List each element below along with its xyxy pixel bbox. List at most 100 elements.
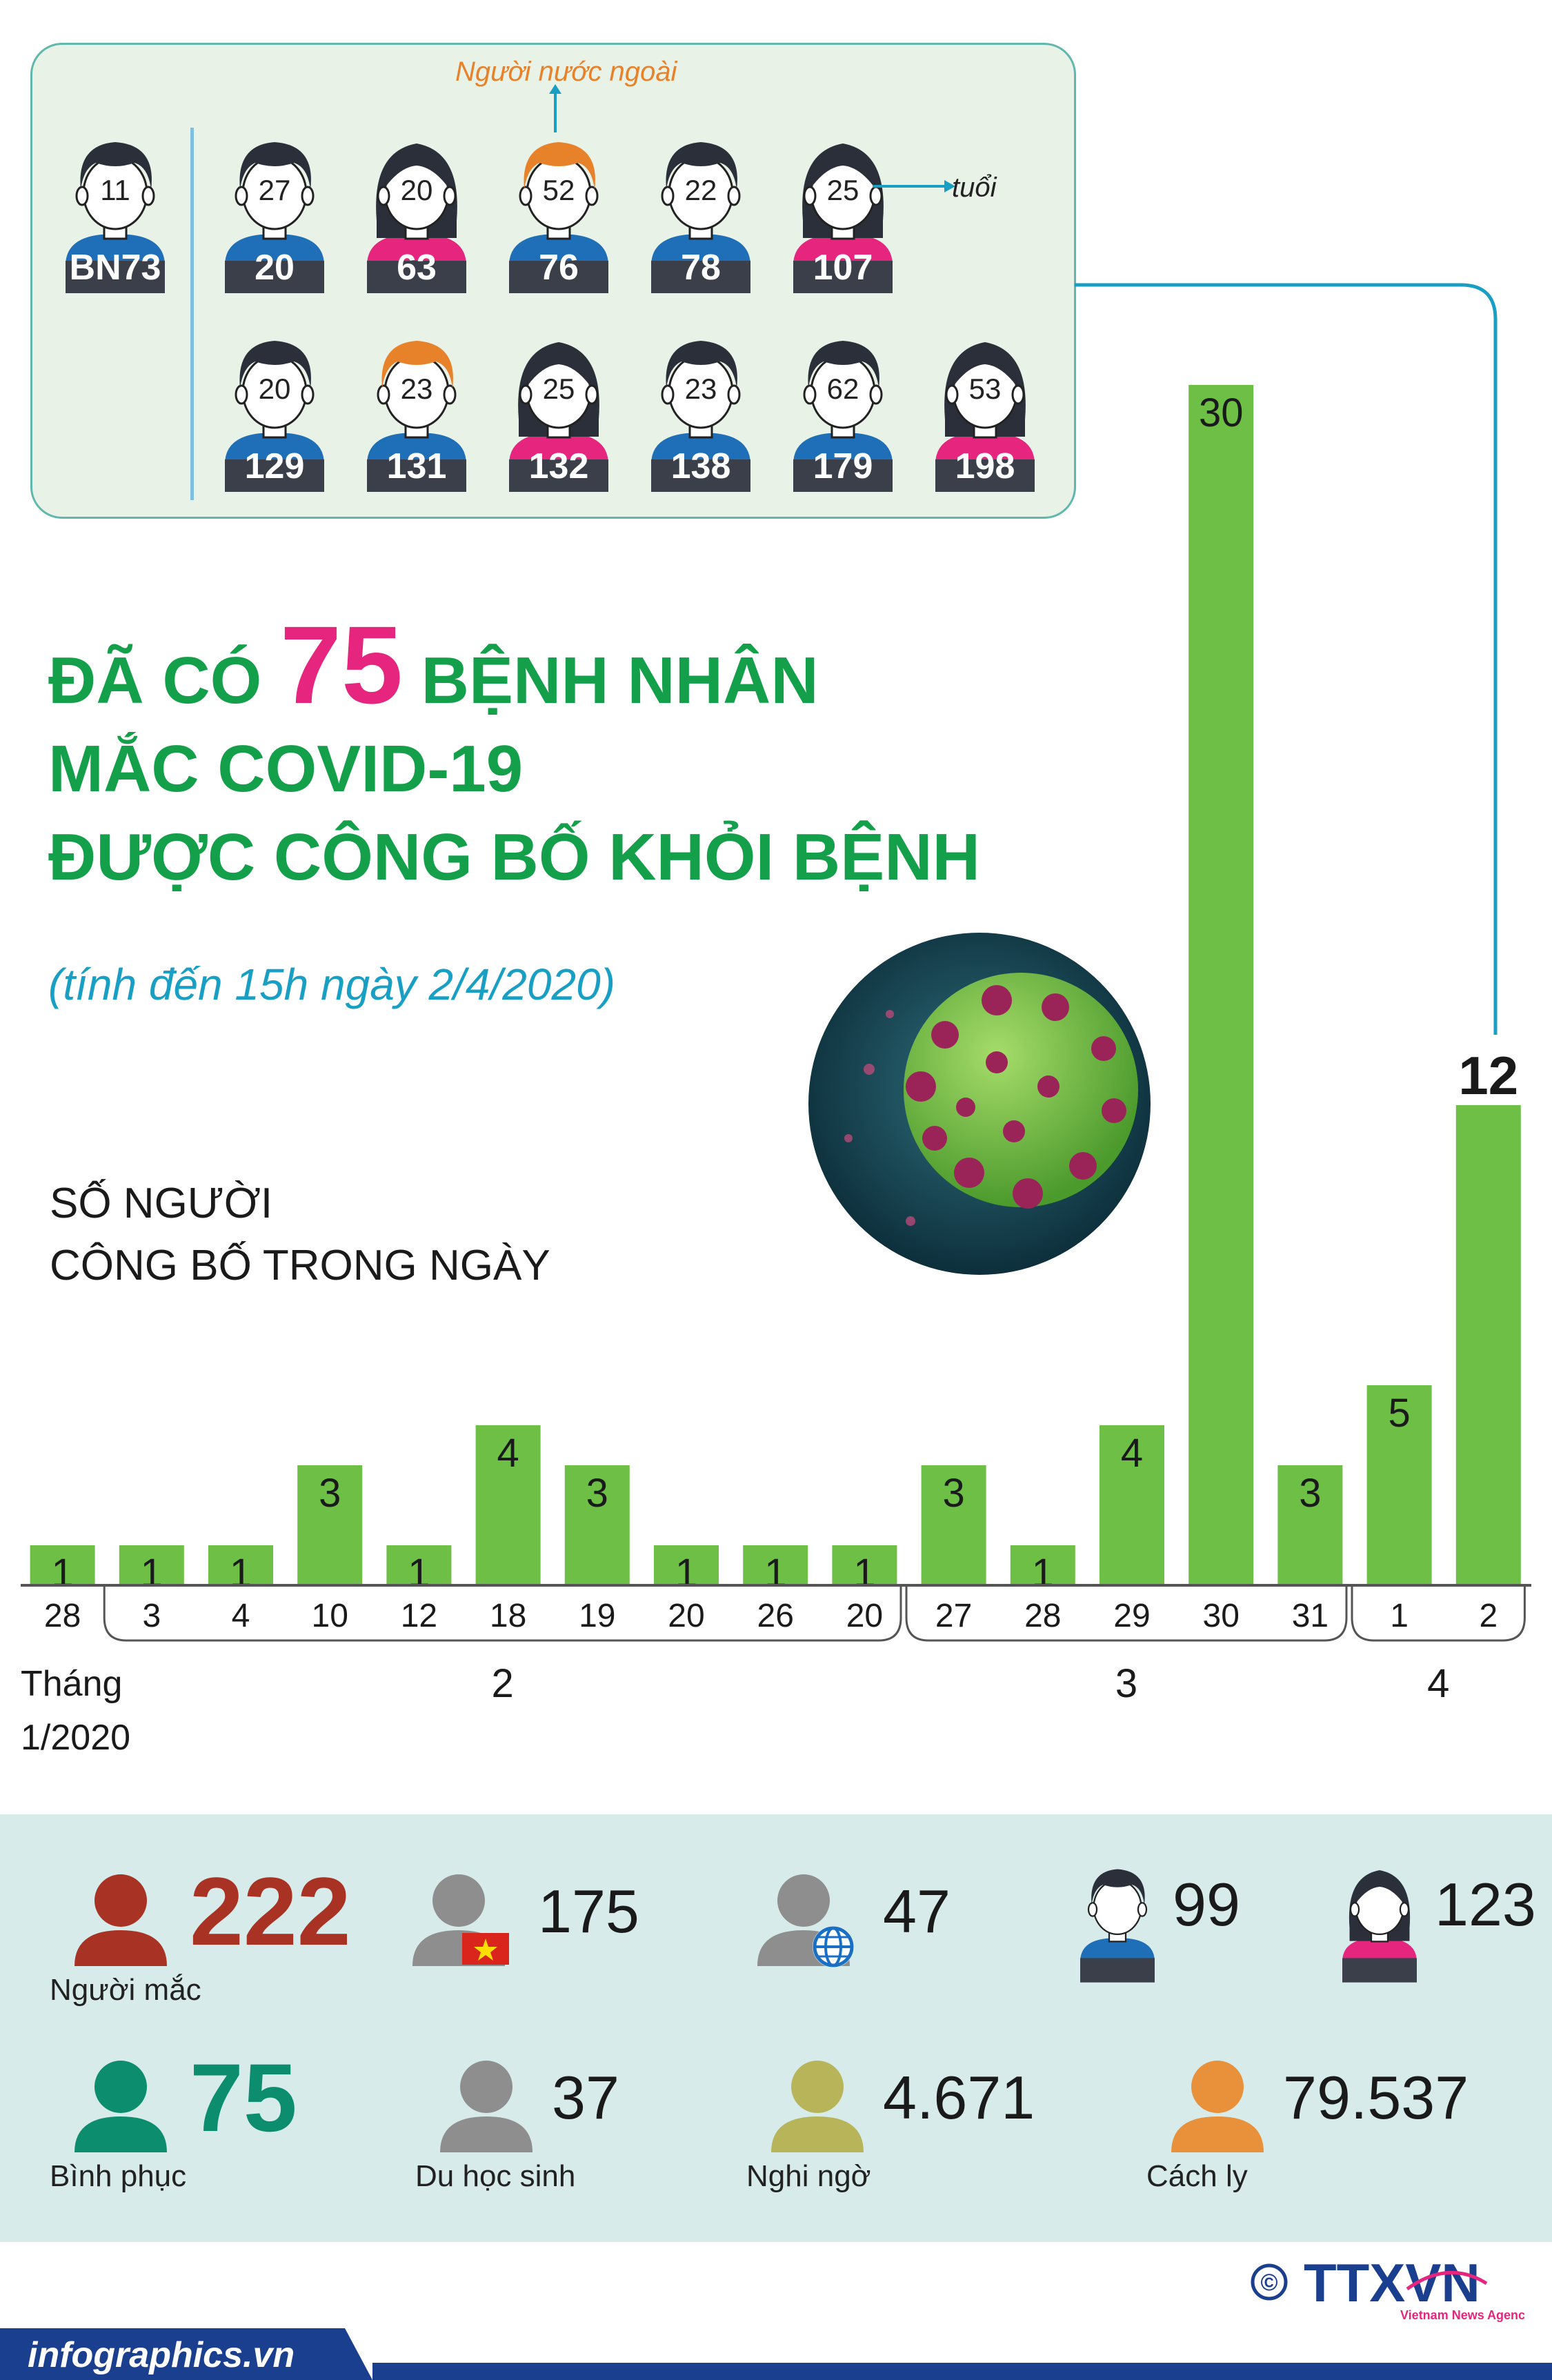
patient-id: BN73	[69, 248, 161, 288]
x-tick-label: 28	[44, 1598, 81, 1634]
bar-value-label: 1	[51, 1551, 73, 1596]
patient-avatar: 27 20	[219, 124, 330, 293]
chart-bar	[654, 1545, 719, 1585]
bar-value-label: 1	[764, 1551, 786, 1596]
male-avatar-icon	[367, 341, 466, 492]
patient-avatar: 53 198	[930, 323, 1040, 492]
chart-title-line-1: SỐ NGƯỜI	[50, 1180, 273, 1227]
patient-avatar: 20 63	[361, 124, 472, 293]
logo-text: TTXVN	[1304, 2256, 1480, 2313]
age-arrow-icon	[873, 180, 955, 192]
month-label: 2	[491, 1661, 513, 1706]
patient-id: 132	[528, 446, 589, 486]
female-avatar-icon	[1342, 1870, 1417, 1983]
bar-value-label: 1	[230, 1551, 252, 1596]
chart-bar	[1455, 1105, 1521, 1585]
patient-age: 11	[100, 174, 130, 206]
bar-value-label: 30	[1199, 390, 1244, 435]
month-label: 4	[1427, 1661, 1449, 1706]
patient-age: 25	[826, 174, 859, 206]
bar-value-label: 4	[1121, 1431, 1143, 1476]
chart-bar	[1100, 1425, 1164, 1585]
x-tick-label: 27	[935, 1598, 972, 1634]
connector-line	[1075, 283, 1498, 1035]
x-tick-label: 28	[1024, 1598, 1061, 1634]
patient-avatar: 20 129	[219, 323, 330, 492]
bar-value-label: 3	[1299, 1471, 1321, 1516]
title-post: BỆNH NHÂN	[421, 644, 819, 717]
stat-value: 75	[190, 2043, 297, 2152]
male-avatar-icon	[66, 142, 165, 293]
patient-id: 129	[244, 446, 305, 486]
patient-id: 138	[670, 446, 731, 486]
patient-avatar: 25 132	[504, 323, 614, 492]
title-line-2: MẮC COVID-19	[48, 732, 524, 806]
patient-avatar: 62 179	[788, 323, 898, 492]
bar-value-label: 1	[141, 1551, 163, 1596]
male-avatar-icon	[651, 341, 750, 492]
stat-value: 4.671	[883, 2063, 1035, 2132]
patient-id: 78	[681, 248, 721, 288]
stat-value: 37	[552, 2063, 619, 2132]
daily-bar-chart: 1281314310112418319120126120327128429303…	[21, 385, 1531, 1758]
person-icon	[440, 2061, 533, 2152]
chart-bar	[1188, 385, 1254, 1585]
patient-age: 23	[400, 373, 433, 405]
person-icon	[74, 2061, 167, 2152]
title-number: 75	[280, 603, 403, 726]
chart-bar	[564, 1465, 630, 1585]
x-tick-label: 20	[668, 1598, 704, 1634]
x-tick-label: 3	[142, 1598, 161, 1634]
patient-avatar: 52 76	[504, 124, 614, 293]
x-tick-label: 12	[401, 1598, 437, 1634]
patient-age: 20	[400, 174, 433, 206]
male-avatar-icon	[225, 142, 324, 293]
stat-value: 99	[1173, 1870, 1240, 1938]
patient-age: 22	[684, 174, 717, 206]
chart-bar	[30, 1545, 95, 1585]
ttxvn-logo: © TTXVN Vietnam News Agency	[1251, 2256, 1524, 2322]
page-title: ĐÃ CÓ 75 BỆNH NHÂN MẮC COVID-19 ĐƯỢC CÔN…	[48, 610, 980, 902]
month-bracket	[103, 1585, 902, 1642]
panel-divider	[190, 128, 194, 500]
logo-subtext: Vietnam News Agency	[1400, 2308, 1524, 2322]
stat-value: 222	[190, 1857, 351, 1965]
title-pre: ĐÃ CÓ	[48, 644, 262, 717]
patient-id: 131	[386, 446, 447, 486]
stat-value: 123	[1435, 1870, 1536, 1938]
chart-bar	[475, 1425, 541, 1585]
x-tick-label: 26	[757, 1598, 794, 1634]
x-tick-label: 10	[312, 1598, 348, 1634]
male-avatar-icon	[225, 341, 324, 492]
patient-id: 107	[813, 248, 873, 288]
chart-bar	[1277, 1465, 1343, 1585]
patient-age: 27	[258, 174, 291, 206]
patient-avatar: 11 BN73	[60, 124, 170, 293]
patient-id: 20	[255, 248, 295, 288]
stat-label: Nghi ngờ	[746, 2159, 871, 2193]
bar-value-label: 12	[1458, 1045, 1518, 1106]
bar-value-label: 3	[586, 1471, 608, 1516]
chart-title: SỐ NGƯỜI CÔNG BỐ TRONG NGÀY	[50, 1173, 550, 1297]
month-label: Tháng	[21, 1664, 122, 1704]
patient-age: 52	[542, 174, 575, 206]
patient-avatar: 22 78	[646, 124, 756, 293]
patient-age: 53	[968, 373, 1002, 405]
x-tick-label: 1	[1390, 1598, 1409, 1634]
x-tick-label: 31	[1292, 1598, 1329, 1634]
patient-avatar: 23 138	[646, 323, 756, 492]
footer-site[interactable]: infographics.vn	[28, 2335, 295, 2375]
month-label: 1/2020	[21, 1718, 130, 1758]
bar-value-label: 3	[942, 1471, 964, 1516]
person-icon	[771, 2061, 864, 2152]
person-icon	[1171, 2061, 1264, 2152]
female-avatar-icon	[935, 342, 1035, 492]
person-vietnam-flag-icon	[412, 1874, 509, 1966]
female-avatar-icon	[793, 143, 893, 293]
subtitle: (tính đến 15h ngày 2/4/2020)	[48, 960, 615, 1009]
male-avatar-icon	[509, 142, 608, 293]
stat-label: Du học sinh	[415, 2159, 576, 2193]
x-tick-label: 19	[579, 1598, 615, 1634]
chart-bar	[743, 1545, 808, 1585]
patient-avatar: 23 131	[361, 323, 472, 492]
